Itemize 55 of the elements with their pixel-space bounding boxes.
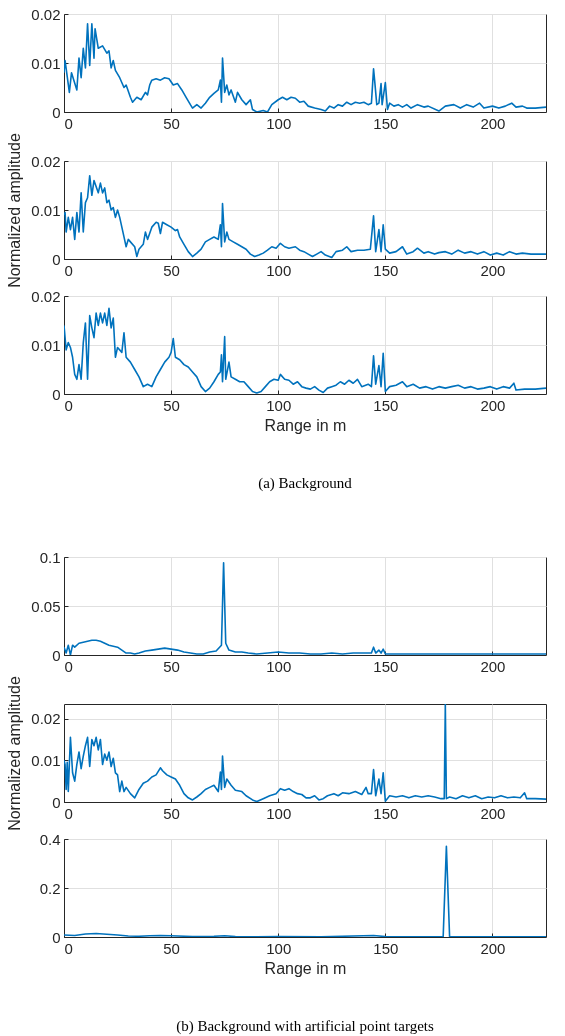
x-tick-label: 100 xyxy=(266,804,292,822)
x-tick-label: 0 xyxy=(64,261,73,279)
x-tick-label: 0 xyxy=(64,657,73,675)
x-tick-label: 0 xyxy=(64,939,73,957)
y-tick-label: 0.02 xyxy=(31,5,61,23)
x-tick-label: 100 xyxy=(266,939,292,957)
x-tick-label: 100 xyxy=(266,657,292,675)
y-tick-label: 0 xyxy=(52,103,61,121)
x-tick-label: 150 xyxy=(373,804,399,822)
y-axis-title: Normalized amplitude xyxy=(6,133,24,288)
x-tick-label: 200 xyxy=(480,396,506,414)
y-tick-label: 0.4 xyxy=(39,830,61,848)
x-tick-label: 200 xyxy=(480,657,506,675)
y-tick-label: 0.01 xyxy=(31,336,61,354)
y-tick-label: 0 xyxy=(52,793,61,811)
x-tick-label: 50 xyxy=(163,657,180,675)
x-tick-label: 0 xyxy=(64,396,73,414)
y-tick-label: 0.05 xyxy=(31,597,61,615)
x-tick-label: 50 xyxy=(163,939,180,957)
x-tick-label: 200 xyxy=(480,804,506,822)
x-tick-label: 200 xyxy=(480,939,506,957)
x-tick-label: 0 xyxy=(64,804,73,822)
line-series xyxy=(64,704,546,802)
x-tick-label: 50 xyxy=(163,396,180,414)
y-tick-label: 0.02 xyxy=(31,152,61,170)
x-tick-label: 200 xyxy=(480,114,506,132)
x-tick-label: 0 xyxy=(64,114,73,132)
x-tick-label: 150 xyxy=(373,261,399,279)
y-tick-label: 0.02 xyxy=(31,287,61,305)
x-tick-label: 150 xyxy=(373,396,399,414)
x-tick-label: 50 xyxy=(163,261,180,279)
y-tick-label: 0 xyxy=(52,928,61,946)
y-tick-label: 0 xyxy=(52,646,61,664)
x-tick-label: 200 xyxy=(480,261,506,279)
x-tick-label: 50 xyxy=(163,804,180,822)
y-tick-label: 0 xyxy=(52,385,61,403)
x-axis-title: Range in m xyxy=(264,416,347,434)
x-tick-label: 150 xyxy=(373,657,399,675)
y-tick-label: 0.1 xyxy=(39,548,61,566)
x-tick-label: 150 xyxy=(373,939,399,957)
x-tick-label: 100 xyxy=(266,261,292,279)
y-tick-label: 0.01 xyxy=(31,751,61,769)
x-tick-label: 150 xyxy=(373,114,399,132)
x-tick-label: 50 xyxy=(163,114,180,132)
text: (a) Background xyxy=(258,475,353,492)
y-tick-label: 0 xyxy=(52,250,61,268)
text: (b) Background with artificial point targets xyxy=(176,1018,434,1035)
x-axis-title: Range in m xyxy=(264,959,347,977)
y-tick-label: 0.01 xyxy=(31,201,61,219)
y-tick-label: 0.2 xyxy=(39,879,61,897)
x-tick-label: 100 xyxy=(266,114,292,132)
y-tick-label: 0.02 xyxy=(31,710,61,728)
y-tick-label: 0.01 xyxy=(31,54,61,72)
y-axis-title: Normalized amplitude xyxy=(6,676,24,831)
x-tick-label: 100 xyxy=(266,396,292,414)
